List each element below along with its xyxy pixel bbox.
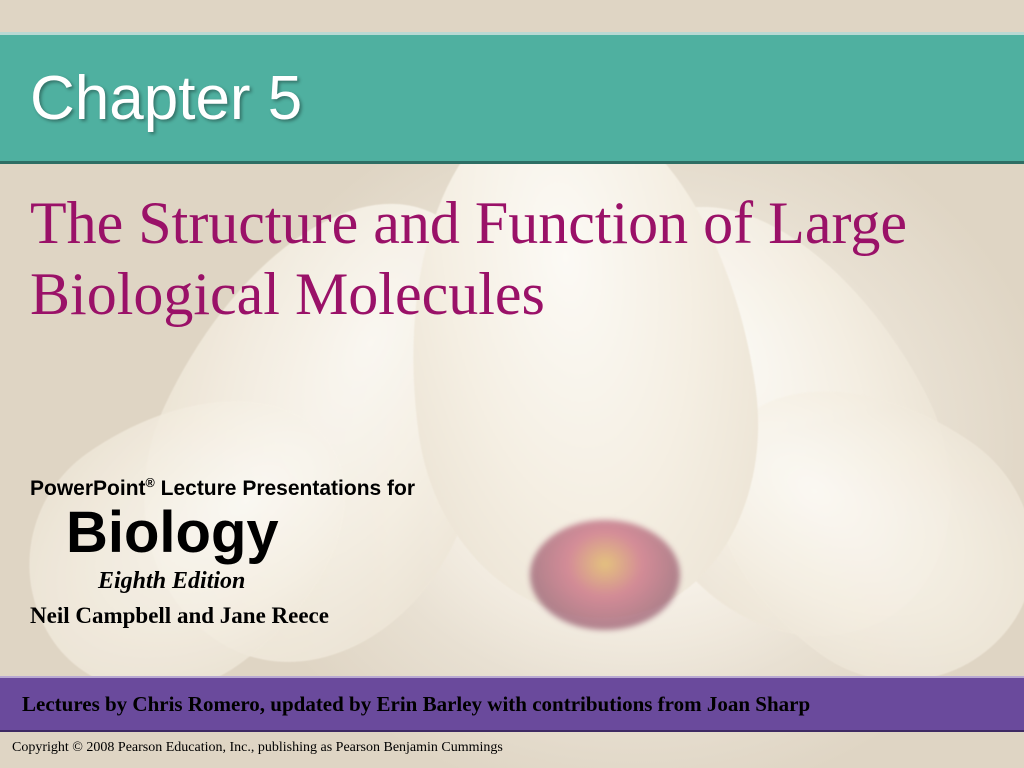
series-intro-suffix: Lecture Presentations for [155,477,415,500]
flower-center [530,520,680,630]
slide-subtitle: The Structure and Function of Large Biol… [30,188,994,330]
footer-band: Lectures by Chris Romero, updated by Eri… [0,676,1024,732]
copyright-notice: Copyright © 2008 Pearson Education, Inc.… [12,740,503,756]
lectures-credit: Lectures by Chris Romero, updated by Eri… [22,692,810,717]
chapter-title: Chapter 5 [30,63,302,134]
series-intro-line: PowerPoint® Lecture Presentations for [30,476,415,501]
book-title: Biology [66,503,415,564]
book-edition: Eighth Edition [98,568,415,595]
series-powerpoint-word: PowerPoint [30,477,146,500]
book-authors: Neil Campbell and Jane Reece [30,603,415,629]
chapter-title-band: Chapter 5 [0,32,1024,164]
textbook-series-block: PowerPoint® Lecture Presentations for Bi… [30,476,415,629]
registered-symbol: ® [146,476,155,490]
